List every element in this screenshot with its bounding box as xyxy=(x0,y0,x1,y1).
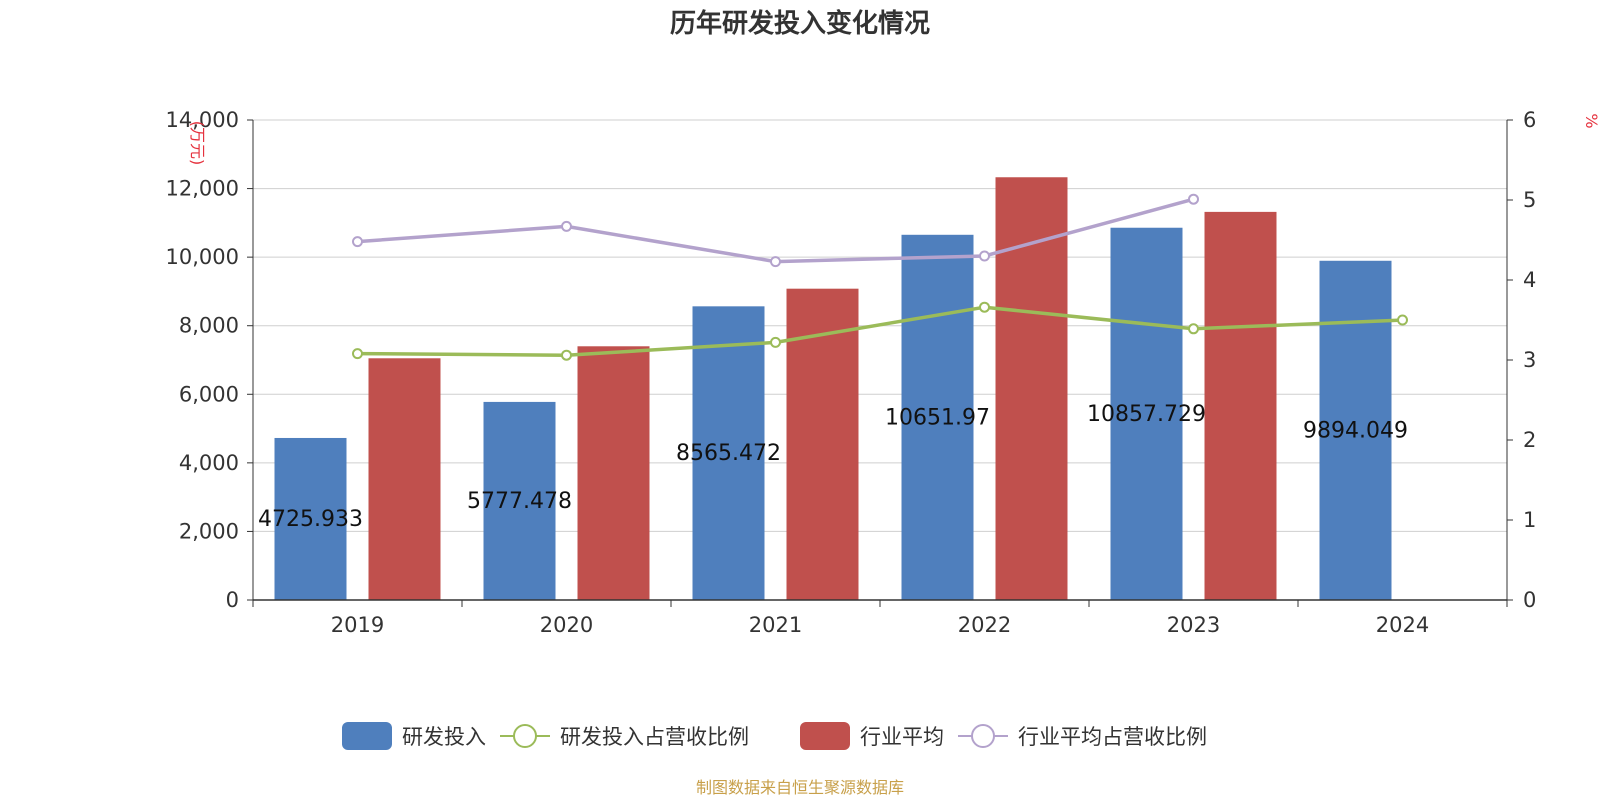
line-point xyxy=(561,349,572,361)
bars xyxy=(274,177,1392,601)
legend-swatch-bar xyxy=(342,722,392,750)
legend-label: 研发投入占营收比例 xyxy=(560,725,749,749)
left-axis-unit: (万元) xyxy=(188,121,207,166)
line-point xyxy=(979,301,990,313)
source-note: 制图数据来自恒生聚源数据库 xyxy=(696,778,904,797)
x-axis-tick-label: 2024 xyxy=(1376,613,1429,637)
legend-label: 研发投入 xyxy=(402,725,486,749)
bar-data-label: 9894.049 xyxy=(1303,418,1408,443)
chart-title: 历年研发投入变化情况 xyxy=(670,8,930,39)
right-axis-tick-label: 1 xyxy=(1523,508,1536,532)
legend-swatch-marker xyxy=(513,724,537,748)
bar-data-label: 8565.472 xyxy=(676,441,781,466)
line-point xyxy=(979,250,990,262)
left-axis-tick-label: 6,000 xyxy=(179,382,239,406)
legend-label: 行业平均 xyxy=(860,725,944,749)
data-labels: 4725.933 5777.478 8565.472 10651.97 10857.72… xyxy=(258,402,1408,532)
bar-rd-investment xyxy=(1110,227,1183,601)
left-axis-tick-label: 10,000 xyxy=(166,245,239,269)
right-axis-tick-label: 2 xyxy=(1523,428,1536,452)
legend-label: 行业平均占营收比例 xyxy=(1018,725,1207,749)
right-axis-tick-label: 0 xyxy=(1523,588,1536,612)
line-rd-ratio xyxy=(357,305,1403,357)
right-axis-tick-label: 6 xyxy=(1523,108,1536,132)
line-point xyxy=(770,336,781,348)
right-axis-tick-label: 4 xyxy=(1523,268,1536,292)
x-axis-tick-label: 2023 xyxy=(1167,613,1220,637)
axes: 0 2,000 4,000 6,000 8,000 10,000 12,000 14,000 0… xyxy=(166,108,1537,637)
line-point xyxy=(352,236,363,248)
bar-rd-investment xyxy=(901,234,974,600)
line-point xyxy=(1188,323,1199,335)
left-axis-tick-label: 4,000 xyxy=(179,451,239,475)
x-axis-tick-label: 2021 xyxy=(749,613,802,637)
left-axis-tick-label: 0 xyxy=(226,588,239,612)
right-axis-unit: % xyxy=(1582,113,1600,128)
bar-industry-average xyxy=(995,177,1068,600)
bar-industry-average xyxy=(786,288,859,600)
bar-industry-average xyxy=(577,346,650,600)
left-axis-tick-label: 2,000 xyxy=(179,519,239,543)
right-axis-tick-label: 5 xyxy=(1523,188,1536,212)
x-axis-tick-label: 2020 xyxy=(540,613,593,637)
line-point xyxy=(1188,193,1199,205)
bar-data-label: 10857.729 xyxy=(1087,402,1206,427)
bar-data-label: 10651.97 xyxy=(885,405,990,430)
left-axis-tick-label: 8,000 xyxy=(179,314,239,338)
left-axis-tick-label: 14,000 xyxy=(166,108,239,132)
line-point xyxy=(770,256,781,268)
x-axis-tick-label: 2019 xyxy=(331,613,384,637)
bar-rd-investment xyxy=(274,437,347,600)
line-industry-ratio xyxy=(357,197,1194,264)
x-axis-tick-label: 2022 xyxy=(958,613,1011,637)
line-point xyxy=(352,348,363,360)
bar-industry-average xyxy=(368,358,441,600)
legend: 研发投入 研发投入占营收比例 行业平均 行业平均占营收比例 xyxy=(342,722,1207,750)
bar-rd-investment xyxy=(692,306,765,600)
bar-rd-investment xyxy=(1319,260,1392,600)
right-axis-tick-label: 3 xyxy=(1523,348,1536,372)
lines xyxy=(352,193,1408,361)
line-point xyxy=(1397,314,1408,326)
bar-industry-average xyxy=(1204,211,1277,600)
bar-rd-investment xyxy=(483,401,556,600)
left-axis-tick-label: 12,000 xyxy=(166,177,239,201)
legend-swatch-bar xyxy=(800,722,850,750)
legend-swatch-marker xyxy=(971,724,995,748)
bar-data-label: 4725.933 xyxy=(258,507,363,532)
line-point xyxy=(561,220,572,232)
bar-data-label: 5777.478 xyxy=(467,489,572,514)
